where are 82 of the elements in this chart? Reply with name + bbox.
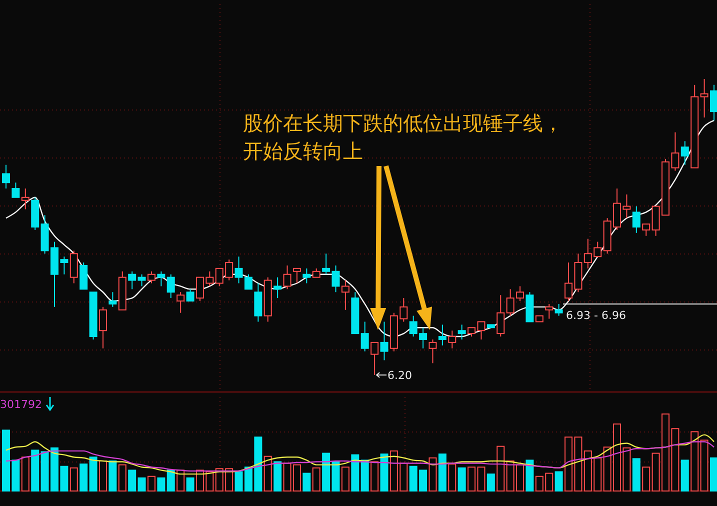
annotation: 股价在长期下跌的低位出现锤子线， xyxy=(243,111,563,135)
bar xyxy=(302,472,311,492)
bar xyxy=(31,450,40,492)
annotation: 开始反转向上 xyxy=(243,139,363,163)
candlestick xyxy=(332,264,340,293)
bar xyxy=(370,461,379,492)
candlestick xyxy=(128,270,136,290)
candlestick xyxy=(438,324,446,346)
candlestick xyxy=(70,250,78,284)
bar xyxy=(176,470,185,492)
bar xyxy=(108,460,117,492)
candlestick xyxy=(554,303,563,316)
candlestick xyxy=(680,140,689,166)
candlestick xyxy=(545,303,554,320)
candlestick xyxy=(428,338,437,364)
bar xyxy=(166,470,175,492)
candlestick xyxy=(274,276,282,299)
bar xyxy=(448,464,456,492)
bar xyxy=(21,456,30,492)
candlestick xyxy=(12,182,20,198)
candlestick xyxy=(21,188,30,210)
candlestick xyxy=(80,262,88,290)
candlestick xyxy=(496,294,505,338)
text: 301792 xyxy=(0,398,42,411)
candlestick xyxy=(98,306,107,349)
candlestick xyxy=(283,264,292,290)
bar xyxy=(360,460,369,492)
bar xyxy=(118,464,126,492)
bar xyxy=(322,452,330,492)
bar xyxy=(70,467,78,492)
bar xyxy=(690,431,699,492)
candlestick xyxy=(710,84,717,121)
candlestick xyxy=(292,268,301,284)
candlestick xyxy=(166,274,175,299)
candlestick xyxy=(108,292,117,308)
bar xyxy=(486,474,495,492)
candlestick xyxy=(322,253,330,275)
bar xyxy=(264,456,272,492)
bar xyxy=(642,466,650,492)
candlestick xyxy=(254,282,262,322)
bar xyxy=(680,460,689,492)
bar xyxy=(147,476,156,492)
bar xyxy=(157,477,166,492)
bar xyxy=(351,454,360,492)
bar xyxy=(312,467,320,492)
bar xyxy=(186,477,194,492)
bar xyxy=(332,461,340,492)
bar xyxy=(128,470,136,492)
candlestick xyxy=(157,270,166,287)
bar xyxy=(138,477,146,492)
candlestick xyxy=(302,268,311,284)
candlestick xyxy=(360,321,369,352)
annotation: 6.20 xyxy=(388,369,412,382)
candlestick xyxy=(448,330,456,349)
bar xyxy=(80,464,88,492)
bar xyxy=(341,466,350,492)
bar xyxy=(554,471,563,492)
bar xyxy=(458,467,466,492)
candlestick xyxy=(341,280,350,310)
bar xyxy=(700,440,708,492)
candlestick xyxy=(700,78,708,118)
candlestick xyxy=(458,324,466,340)
candlestick xyxy=(370,342,379,376)
candlestick xyxy=(176,292,185,314)
bar xyxy=(98,460,107,492)
candlestick xyxy=(147,270,156,284)
bar xyxy=(632,458,640,492)
candlestick xyxy=(2,164,10,190)
bar xyxy=(428,457,437,492)
annotation: 6.93 - 6.96 xyxy=(566,308,626,322)
bar xyxy=(274,461,282,492)
bar xyxy=(380,454,388,492)
bar xyxy=(496,446,505,492)
bar xyxy=(710,457,717,492)
bar xyxy=(89,456,98,492)
bar xyxy=(438,454,446,492)
candlestick xyxy=(138,274,146,287)
candlestick xyxy=(642,224,650,236)
candlestick xyxy=(186,288,194,302)
bar xyxy=(526,460,534,492)
candlestick xyxy=(380,321,388,361)
candlestick xyxy=(632,206,640,234)
